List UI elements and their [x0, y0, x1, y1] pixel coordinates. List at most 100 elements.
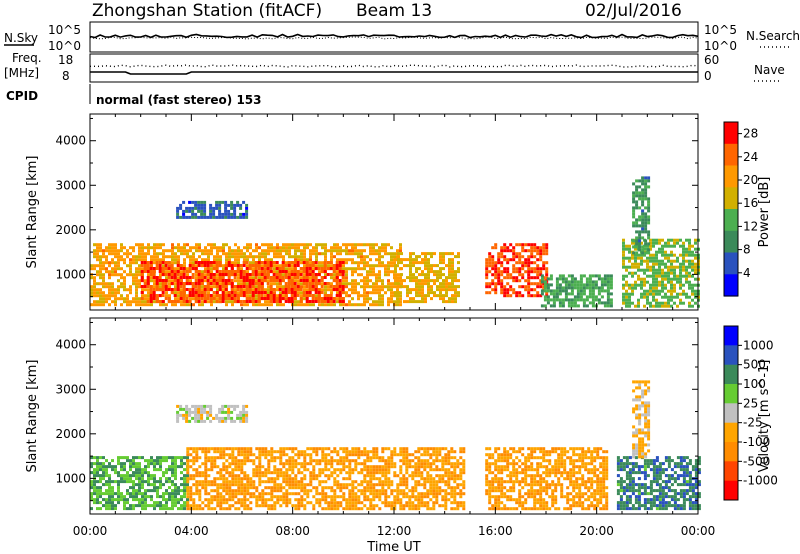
heatmap-cell [302, 279, 306, 282]
heatmap-cell [174, 504, 177, 508]
heatmap-cell [351, 270, 354, 274]
heatmap-cell [149, 291, 153, 294]
heatmap-cell [691, 289, 694, 293]
heatmap-cell [524, 285, 528, 289]
heatmap-cell [170, 264, 174, 267]
heatmap-cell [153, 465, 156, 469]
heatmap-cell [622, 283, 625, 287]
heatmap-cell [676, 238, 679, 242]
heatmap-cell [191, 282, 195, 285]
heatmap-cell [536, 246, 540, 250]
heatmap-cell [219, 453, 223, 457]
heatmap-cell [549, 274, 553, 278]
heatmap-cell [180, 465, 183, 469]
colorbar-tick-label: 4 [743, 266, 751, 280]
heatmap-cell [378, 270, 381, 274]
heatmap-cell [655, 283, 658, 287]
heatmap-cell [176, 212, 180, 216]
heatmap-cell [255, 279, 258, 283]
heatmap-cell [162, 258, 165, 262]
heatmap-cell [210, 459, 214, 463]
heatmap-cell [90, 456, 93, 460]
heatmap-cell [652, 304, 655, 308]
heatmap-cell [579, 280, 583, 284]
heatmap-cell [243, 498, 247, 502]
noise-search-line [89, 36, 699, 40]
heatmap-cell [146, 285, 150, 288]
heatmap-cell [448, 276, 451, 280]
heatmap-cell [189, 255, 192, 259]
heatmap-cell [631, 253, 634, 257]
heatmap-cell [402, 456, 406, 460]
heatmap-cell [248, 291, 252, 294]
heatmap-cell [282, 246, 285, 250]
heatmap-cell [330, 471, 334, 475]
heatmap-cell [506, 267, 510, 271]
heatmap-cell [387, 462, 391, 466]
heatmap-cell [387, 303, 390, 307]
heatmap-cell [228, 483, 232, 487]
heatmap-cell [542, 246, 546, 250]
heatmap-cell [585, 277, 589, 281]
heatmap-cell [285, 252, 288, 256]
heatmap-cell [132, 282, 135, 286]
heatmap-cell [641, 236, 645, 240]
heatmap-cell [591, 283, 595, 287]
heatmap-cell [640, 283, 643, 287]
heatmap-cell [225, 507, 229, 511]
cpid-value: normal (fast stereo) 153 [96, 93, 262, 107]
heatmap-cell [111, 507, 114, 511]
heatmap-cell [643, 268, 646, 272]
heatmap-cell [387, 465, 391, 469]
heatmap-cell [129, 480, 132, 484]
heatmap-cell [243, 507, 247, 511]
heatmap-cell [339, 495, 343, 499]
heatmap-cell [494, 282, 498, 286]
heatmap-cell [381, 468, 385, 472]
heatmap-cell [500, 273, 504, 277]
heatmap-cell [141, 300, 144, 304]
heatmap-cell [381, 279, 384, 283]
heatmap-cell [375, 471, 379, 475]
heatmap-cell [117, 489, 120, 493]
heatmap-cell [644, 179, 648, 183]
heatmap-cell [637, 301, 640, 305]
heatmap-cell [433, 270, 436, 274]
heatmap-cell [394, 291, 397, 295]
heatmap-cell [329, 273, 333, 276]
heatmap-cell [667, 265, 670, 269]
heatmap-cell [264, 252, 267, 256]
heatmap-cell [390, 258, 393, 262]
heatmap-cell [231, 489, 235, 493]
heatmap-cell [210, 456, 214, 460]
heatmap-cell [180, 249, 183, 253]
heatmap-cell [647, 248, 651, 252]
heatmap-cell [276, 450, 280, 454]
heatmap-cell [315, 474, 319, 478]
heatmap-cell [688, 262, 691, 266]
heatmap-cell [237, 447, 241, 451]
heatmap-cell [439, 285, 442, 289]
heatmap-cell [155, 276, 159, 279]
heatmap-cell [594, 283, 598, 287]
heatmap-cell [215, 282, 219, 285]
heatmap-cell [375, 483, 379, 487]
heatmap-cell [156, 480, 159, 484]
heatmap-cell [153, 261, 156, 265]
heatmap-cell [249, 483, 253, 487]
heatmap-cell [188, 288, 192, 291]
heatmap-cell [378, 273, 381, 277]
heatmap-cell [545, 261, 549, 265]
heatmap-cell [309, 459, 313, 463]
heatmap-cell [635, 236, 639, 240]
heatmap-cell [336, 291, 339, 295]
heatmap-cell [332, 267, 336, 270]
heatmap-cell [399, 507, 403, 511]
heatmap-cell [457, 285, 460, 289]
heatmap-cell [318, 243, 321, 247]
heatmap-cell [357, 447, 361, 451]
heatmap-cell [108, 483, 111, 487]
heatmap-cell [606, 286, 610, 290]
heatmap-cell [147, 303, 150, 307]
noise-right-label: N.Search [746, 29, 800, 43]
